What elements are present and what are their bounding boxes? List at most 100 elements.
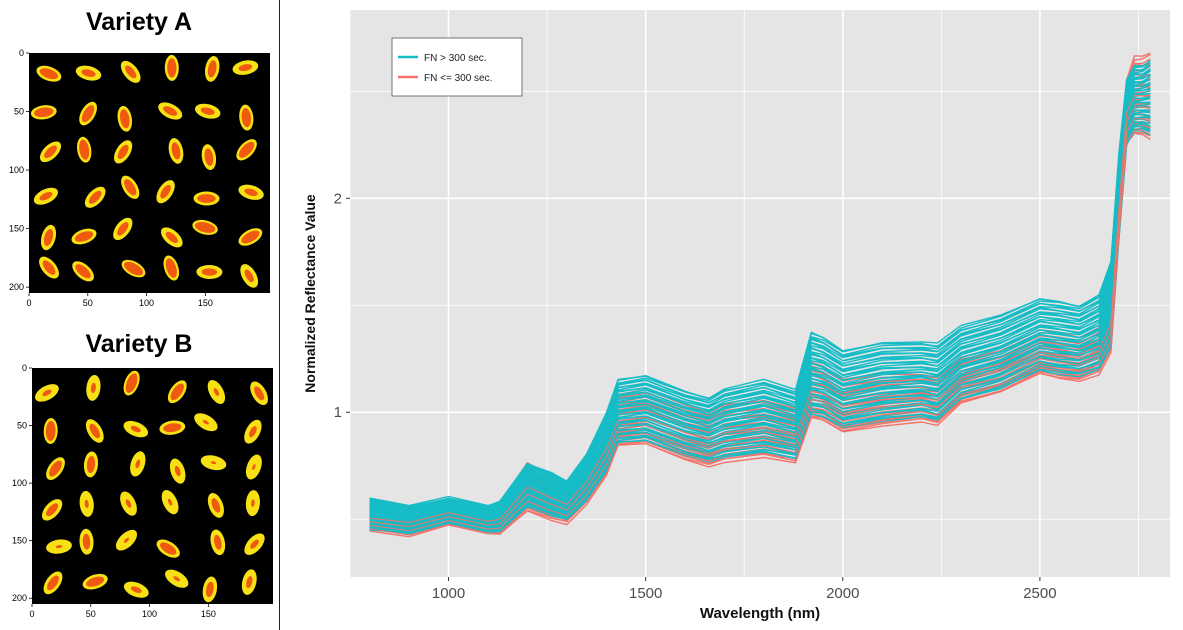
variety-a-title: Variety A: [85, 8, 193, 36]
grain-core: [49, 460, 62, 477]
axes: 1000 1500 2000 2500 1 2: [334, 190, 1057, 602]
grain-core: [194, 221, 216, 233]
grain-core: [204, 148, 214, 166]
grain-group: [30, 54, 264, 288]
grain-core: [44, 145, 57, 159]
grain-core: [42, 389, 52, 397]
grain-core: [238, 141, 255, 158]
grain-core: [246, 576, 253, 589]
grain-core: [167, 58, 177, 78]
grain-core: [171, 142, 181, 160]
grain-core: [174, 465, 181, 477]
grain-core: [125, 373, 138, 393]
grain-core: [167, 498, 173, 506]
grain-core: [119, 109, 130, 129]
image-y-tick-label: 200: [12, 593, 27, 603]
y-tick-label: 2: [334, 190, 342, 207]
reflectance-line-chart: 1000 1500 2000 2500 1 2 Wavelength (nm) Norma…: [302, 10, 1170, 622]
grain-core: [170, 383, 184, 401]
y-axis-label: Normalized Reflectance Value: [302, 194, 318, 393]
grain-core: [160, 542, 177, 555]
image-x-tick-label: 50: [86, 609, 96, 619]
grain-core: [39, 68, 59, 80]
image-y-tick-label: 150: [9, 224, 24, 234]
grain-core: [89, 423, 101, 439]
grain-core: [207, 60, 217, 78]
image-axes: 0 50 100 150 0 50 100 150 200: [9, 48, 213, 308]
grain-core: [252, 464, 256, 470]
grain-core: [249, 426, 257, 438]
grain-core: [163, 423, 182, 433]
image-y-tick-label: 100: [12, 478, 27, 488]
grain-group: [35, 370, 268, 603]
grain-core: [251, 499, 255, 507]
image-x-tick-label: 50: [83, 298, 93, 308]
y-tick-label: 1: [334, 404, 342, 421]
left-image-panel: Variety A 0 50 100 150 0 50 100 150 200 Variety …: [0, 0, 278, 630]
grain-core: [74, 231, 94, 242]
spectrum-line: [369, 118, 1151, 532]
image-x-tick-label: 0: [29, 609, 34, 619]
grain-core: [124, 179, 137, 196]
image-y-tick-label: 150: [12, 536, 27, 546]
spectrum-line: [369, 95, 1151, 524]
legend-label-fn-high: FN > 300 sec.: [424, 53, 487, 64]
x-tick-label: 2500: [1023, 585, 1056, 602]
plot-background: [350, 10, 1170, 577]
variety-b-title: Variety B: [85, 330, 193, 358]
x-tick-label: 1500: [629, 585, 662, 602]
grain-core: [163, 106, 178, 116]
grain-core: [117, 222, 129, 236]
spectrum-line: [369, 106, 1151, 528]
x-axis-label: Wavelength (nm): [700, 605, 820, 622]
image-x-tick-label: 150: [198, 298, 213, 308]
image-x-tick-label: 100: [142, 609, 157, 619]
grain-core: [47, 575, 59, 591]
grain-core: [197, 194, 216, 203]
grain-core: [238, 64, 253, 72]
grid-lines: [349, 10, 1170, 577]
grain-core: [125, 499, 132, 508]
grain-core: [124, 261, 143, 276]
grain-core: [46, 503, 59, 517]
image-axes: 0 50 100 150 0 50 100 150 200: [12, 363, 216, 619]
variety-a-image-plot: 0 50 100 150 0 50 100 150 200: [9, 48, 270, 308]
grain-core: [75, 264, 91, 279]
grain-core: [130, 425, 141, 433]
grain-core: [43, 228, 54, 247]
grain-core: [81, 69, 96, 77]
variety-b-image-plot: 0 50 100 150 0 50 100 150 200: [12, 363, 273, 619]
grain-core: [86, 576, 105, 587]
spectrum-line: [369, 129, 1151, 536]
grain-core: [82, 533, 91, 550]
grain-core: [250, 539, 259, 549]
grain-core: [173, 576, 181, 582]
image-y-tick-label: 0: [19, 48, 24, 58]
grain-core: [125, 65, 137, 79]
image-x-tick-label: 150: [201, 609, 216, 619]
grain-core: [241, 108, 251, 128]
image-y-tick-label: 50: [17, 421, 27, 431]
grain-core: [123, 537, 130, 543]
grain-core: [244, 188, 258, 196]
grain-core: [254, 386, 265, 401]
grain-core: [34, 107, 54, 118]
grain-core: [201, 268, 218, 276]
image-area: [29, 53, 270, 293]
x-tick-label: 1000: [432, 585, 465, 602]
grain-core: [39, 191, 53, 201]
grain-core: [79, 139, 90, 160]
grain-core: [88, 190, 102, 204]
grain-core: [241, 230, 260, 244]
image-x-tick-label: 0: [26, 298, 31, 308]
grain-core: [117, 144, 129, 160]
image-y-tick-label: 200: [9, 282, 24, 292]
spectrum-line: [369, 59, 1151, 507]
grain-core: [213, 388, 220, 396]
grain-core: [55, 545, 63, 549]
legend-label-fn-low: FN <= 300 sec.: [424, 73, 492, 84]
grain-core: [135, 459, 141, 469]
legend-box: [391, 37, 523, 97]
series-1-overlay: [369, 95, 1151, 536]
grain-core: [213, 534, 222, 550]
